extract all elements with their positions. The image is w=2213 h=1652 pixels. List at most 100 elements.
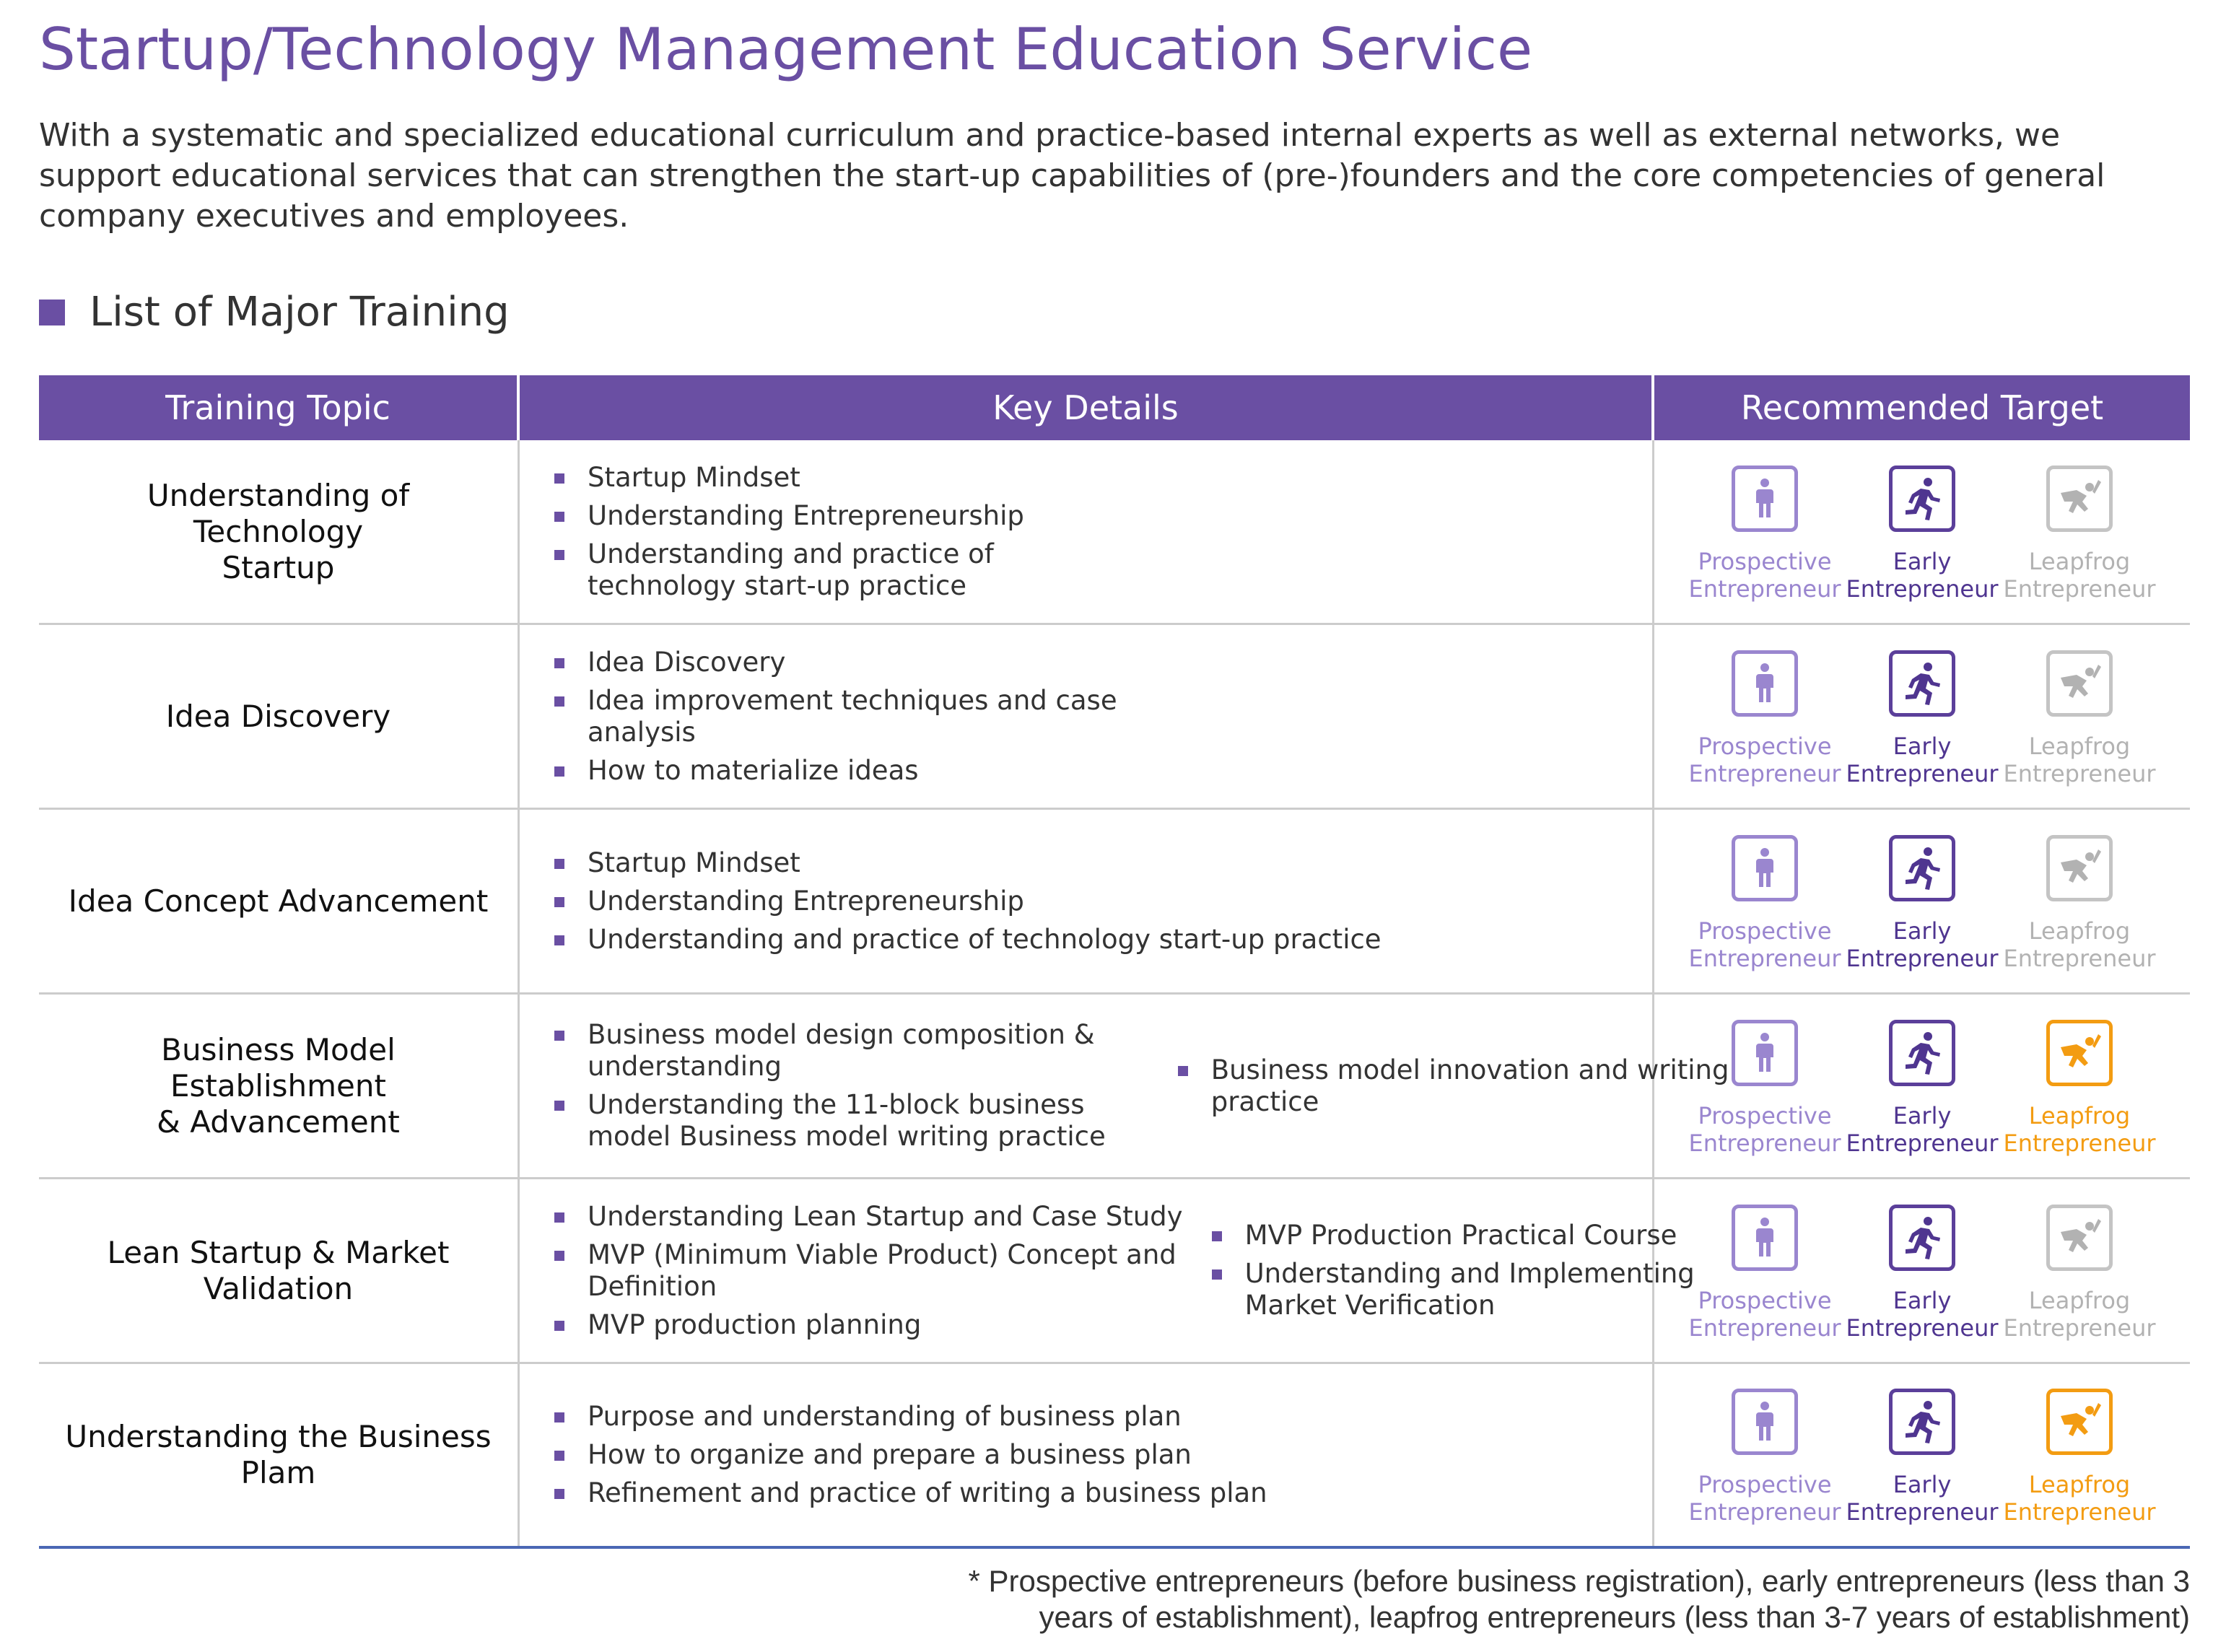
target-label: Entrepreneur [1688,1498,1841,1526]
square-bullet-icon [554,1250,564,1261]
detail-item: Startup Mindset [554,462,1024,494]
target-label: Early [1893,1286,1952,1314]
square-bullet-icon [554,549,564,560]
recommended-target-cell: Prospective Entrepreneur Early Entrepreneur… [1654,1179,2190,1362]
square-bullet-icon [554,1412,564,1422]
detail-line: Purpose and understanding of business pl… [588,1401,1182,1432]
training-topic-text: Lean Startup & Market Validation [108,1235,450,1307]
target-label: Entrepreneur [2003,1129,2156,1157]
topic-line: Startup [222,549,335,585]
target-prospective: Prospective Entrepreneur [1686,1204,1843,1342]
target-label: Entrepreneur [1688,574,1841,603]
training-topic-text: Idea Discovery [166,699,390,735]
table-row: Understanding the Business Plam Purpose an… [39,1364,2190,1549]
intro-line: company executives and employees. [39,198,629,235]
detail-line: Business model design composition & [588,1019,1095,1050]
detail-line: MVP (Minimum Viable Product) Concept and [588,1238,1177,1270]
detail-item: Idea improvement techniques and case anal… [554,685,1117,748]
target-early: Early Entrepreneur [1843,465,2001,603]
target-label: Entrepreneur [1846,944,1999,972]
target-label: Leapfrog [2028,732,2131,760]
square-bullet-icon [554,511,564,522]
square-bullet-icon [554,935,564,945]
target-label: Entrepreneur [1846,759,1999,787]
detail-line: Refinement and practice of writing a bus… [588,1477,1267,1508]
target-label: Leapfrog [2028,547,2131,575]
detail-item: Understanding and Implementing Market Ver… [1211,1258,1695,1321]
standing-person-icon [1732,1204,1798,1271]
detail-line: Startup Mindset [588,847,800,878]
topic-line: Plam [240,1455,316,1490]
detail-line: MVP production planning [588,1308,922,1340]
flying-hero-icon [2046,834,2113,901]
topic-line: Lean Startup & Market [107,1234,450,1270]
key-details-cell: Idea Discovery Idea improvement technique… [520,625,1654,808]
training-topic-text: Business Model Establishment & Advancemen… [61,1032,496,1140]
key-details-cell: Startup Mindset Understanding Entrepreneu… [520,440,1654,623]
square-bullet-icon [554,1031,564,1041]
table-row: Lean Startup & Market Validation Understan… [39,1179,2190,1364]
target-label: Early [1893,1101,1952,1129]
details-list: Idea Discovery Idea improvement technique… [554,647,1117,787]
target-prospective: Prospective Entrepreneur [1686,465,1843,603]
detail-item: How to organize and prepare a business p… [554,1439,1267,1471]
square-bullet-icon [39,299,65,325]
detail-item: Understanding Lean Startup and Case Stud… [554,1201,1183,1233]
square-bullet-icon [1211,1269,1222,1280]
square-bullet-icon [554,1101,564,1111]
detail-line: model Business model writing practice [588,1121,1106,1152]
details-list: MVP Production Practical Course Understan… [1211,1220,1695,1321]
standing-person-icon [1732,1019,1798,1086]
target-label: Early [1893,547,1952,575]
detail-item: MVP production planning [554,1309,1183,1341]
square-bullet-icon [554,1451,564,1461]
square-bullet-icon [554,696,564,707]
target-label: Entrepreneur [1846,1498,1999,1526]
target-label: Prospective [1698,1471,1832,1498]
square-bullet-icon [554,766,564,777]
flying-hero-icon [2046,1019,2113,1086]
square-bullet-icon [554,473,564,484]
page-title: Startup/Technology Management Education … [39,16,1533,83]
target-label: Entrepreneur [1846,1129,1999,1157]
training-topic-text: Understanding the Business Plam [65,1419,491,1491]
running-person-icon [1889,1204,1955,1271]
square-bullet-icon [554,858,564,869]
header-key-details: Key Details [520,375,1654,440]
target-leapfrog: Leapfrog Entrepreneur [2001,1204,2158,1342]
detail-line: Understanding Entrepreneurship [588,499,1024,531]
detail-item: Startup Mindset [554,847,1382,879]
running-person-icon [1889,1019,1955,1086]
table-header-row: Training Topic Key Details Recommended T… [39,375,2190,440]
target-label: Early [1893,917,1952,945]
target-label: Entrepreneur [1688,1129,1841,1157]
target-label: Leapfrog [2028,1101,2131,1129]
detail-line: Understanding and practice of [588,538,994,569]
target-prospective: Prospective Entrepreneur [1686,834,1843,972]
detail-line: technology start-up practice [588,569,967,601]
square-bullet-icon [554,657,564,668]
target-label: Prospective [1698,1101,1832,1129]
target-early: Early Entrepreneur [1843,1389,2001,1526]
detail-item: How to materialize ideas [554,755,1117,787]
detail-line: Understanding the 11-block business [588,1089,1085,1120]
target-early: Early Entrepreneur [1843,834,2001,972]
key-details-cell: Understanding Lean Startup and Case Stud… [520,1179,1695,1362]
target-label: Entrepreneur [1688,1314,1841,1342]
recommended-target-cell: Prospective Entrepreneur Early Entrepreneur… [1654,440,2190,623]
target-label: Prospective [1698,732,1832,760]
detail-item: MVP Production Practical Course [1211,1220,1695,1251]
detail-line: MVP Production Practical Course [1244,1220,1677,1251]
target-label: Entrepreneur [2003,944,2156,972]
detail-line: understanding [588,1051,782,1082]
intro-paragraph: With a systematic and specialized educat… [39,115,2105,237]
table-row: Business Model Establishment & Advancemen… [39,995,2190,1179]
intro-line: support educational services that can st… [39,157,2105,194]
detail-line: Business model innovation and writing [1210,1054,1729,1085]
header-recommended-target: Recommended Target [1654,375,2190,440]
target-label: Entrepreneur [2003,574,2156,603]
training-topic-cell: Business Model Establishment & Advancemen… [39,995,520,1177]
target-prospective: Prospective Entrepreneur [1686,650,1843,787]
table-body: Understanding of Technology Startup Startu… [39,440,2190,1549]
target-early: Early Entrepreneur [1843,1019,2001,1157]
